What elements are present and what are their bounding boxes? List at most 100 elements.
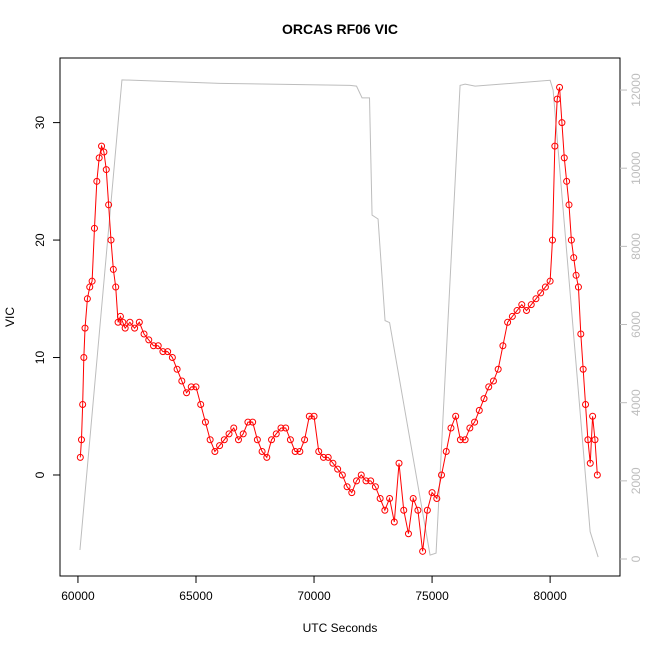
point — [80, 354, 88, 362]
point — [537, 289, 545, 297]
y-tick-label: 0 — [33, 471, 47, 478]
point — [433, 494, 441, 502]
point — [574, 283, 582, 291]
point — [187, 383, 195, 391]
point — [404, 530, 412, 538]
point — [381, 506, 389, 514]
point — [548, 236, 556, 244]
chart-title: ORCAS RF06 VIC — [282, 21, 398, 37]
point — [225, 430, 233, 438]
point — [310, 412, 318, 420]
point — [268, 436, 276, 444]
point — [76, 453, 84, 461]
point — [249, 418, 257, 426]
point — [504, 318, 512, 326]
point — [586, 459, 594, 467]
point — [584, 436, 592, 444]
point — [567, 236, 575, 244]
point — [192, 383, 200, 391]
point — [135, 318, 143, 326]
point — [593, 471, 601, 479]
y2-tick-label: 12000 — [629, 73, 643, 107]
point — [77, 436, 85, 444]
point — [386, 494, 394, 502]
point — [315, 447, 323, 455]
point — [494, 365, 502, 373]
point — [362, 477, 370, 485]
point — [159, 348, 167, 356]
point — [105, 201, 113, 209]
y2-tick-label: 2000 — [629, 467, 643, 494]
x-tick-label: 70000 — [297, 589, 331, 603]
point — [572, 271, 580, 279]
point — [589, 412, 597, 420]
point — [357, 471, 365, 479]
point — [220, 436, 228, 444]
point — [277, 424, 285, 432]
point — [513, 307, 521, 315]
x-tick-label: 60000 — [61, 589, 95, 603]
point — [258, 447, 266, 455]
point — [489, 377, 497, 385]
point — [230, 424, 238, 432]
y2-tick-label: 0 — [629, 555, 643, 562]
point — [329, 459, 337, 467]
point — [145, 336, 153, 344]
point — [579, 365, 587, 373]
point — [570, 254, 578, 262]
point — [81, 324, 89, 332]
y2-tick-label: 4000 — [629, 389, 643, 416]
point — [461, 436, 469, 444]
point — [263, 453, 271, 461]
series-line — [79, 87, 598, 552]
point — [114, 318, 122, 326]
point — [239, 430, 247, 438]
point — [348, 489, 356, 497]
point — [452, 412, 460, 420]
point — [343, 483, 351, 491]
point — [305, 412, 313, 420]
point — [216, 442, 224, 450]
point — [367, 477, 375, 485]
x-tick-label: 65000 — [179, 589, 213, 603]
point — [471, 418, 479, 426]
point — [591, 436, 599, 444]
point — [475, 406, 483, 414]
point — [523, 307, 531, 315]
point — [86, 283, 94, 291]
point — [286, 436, 294, 444]
point — [126, 318, 134, 326]
point — [563, 177, 571, 185]
point — [301, 436, 309, 444]
x-tick-label: 75000 — [415, 589, 449, 603]
point — [485, 383, 493, 391]
point — [466, 424, 474, 432]
point — [546, 277, 554, 285]
point — [353, 477, 361, 485]
point — [334, 465, 342, 473]
point — [100, 148, 108, 156]
point — [338, 471, 346, 479]
y2-tick-label: 6000 — [629, 311, 643, 338]
point — [551, 142, 559, 150]
point — [423, 506, 431, 514]
point — [79, 401, 87, 409]
point — [447, 424, 455, 432]
point — [183, 389, 191, 397]
point — [480, 395, 488, 403]
point — [291, 447, 299, 455]
point — [541, 283, 549, 291]
point — [565, 201, 573, 209]
point — [582, 401, 590, 409]
point — [83, 295, 91, 303]
point — [112, 283, 120, 291]
point — [442, 447, 450, 455]
point — [149, 342, 157, 350]
y-tick-label: 20 — [33, 233, 47, 247]
point — [556, 83, 564, 91]
point — [532, 295, 540, 303]
point — [119, 318, 127, 326]
point — [95, 154, 103, 162]
point — [499, 342, 507, 350]
